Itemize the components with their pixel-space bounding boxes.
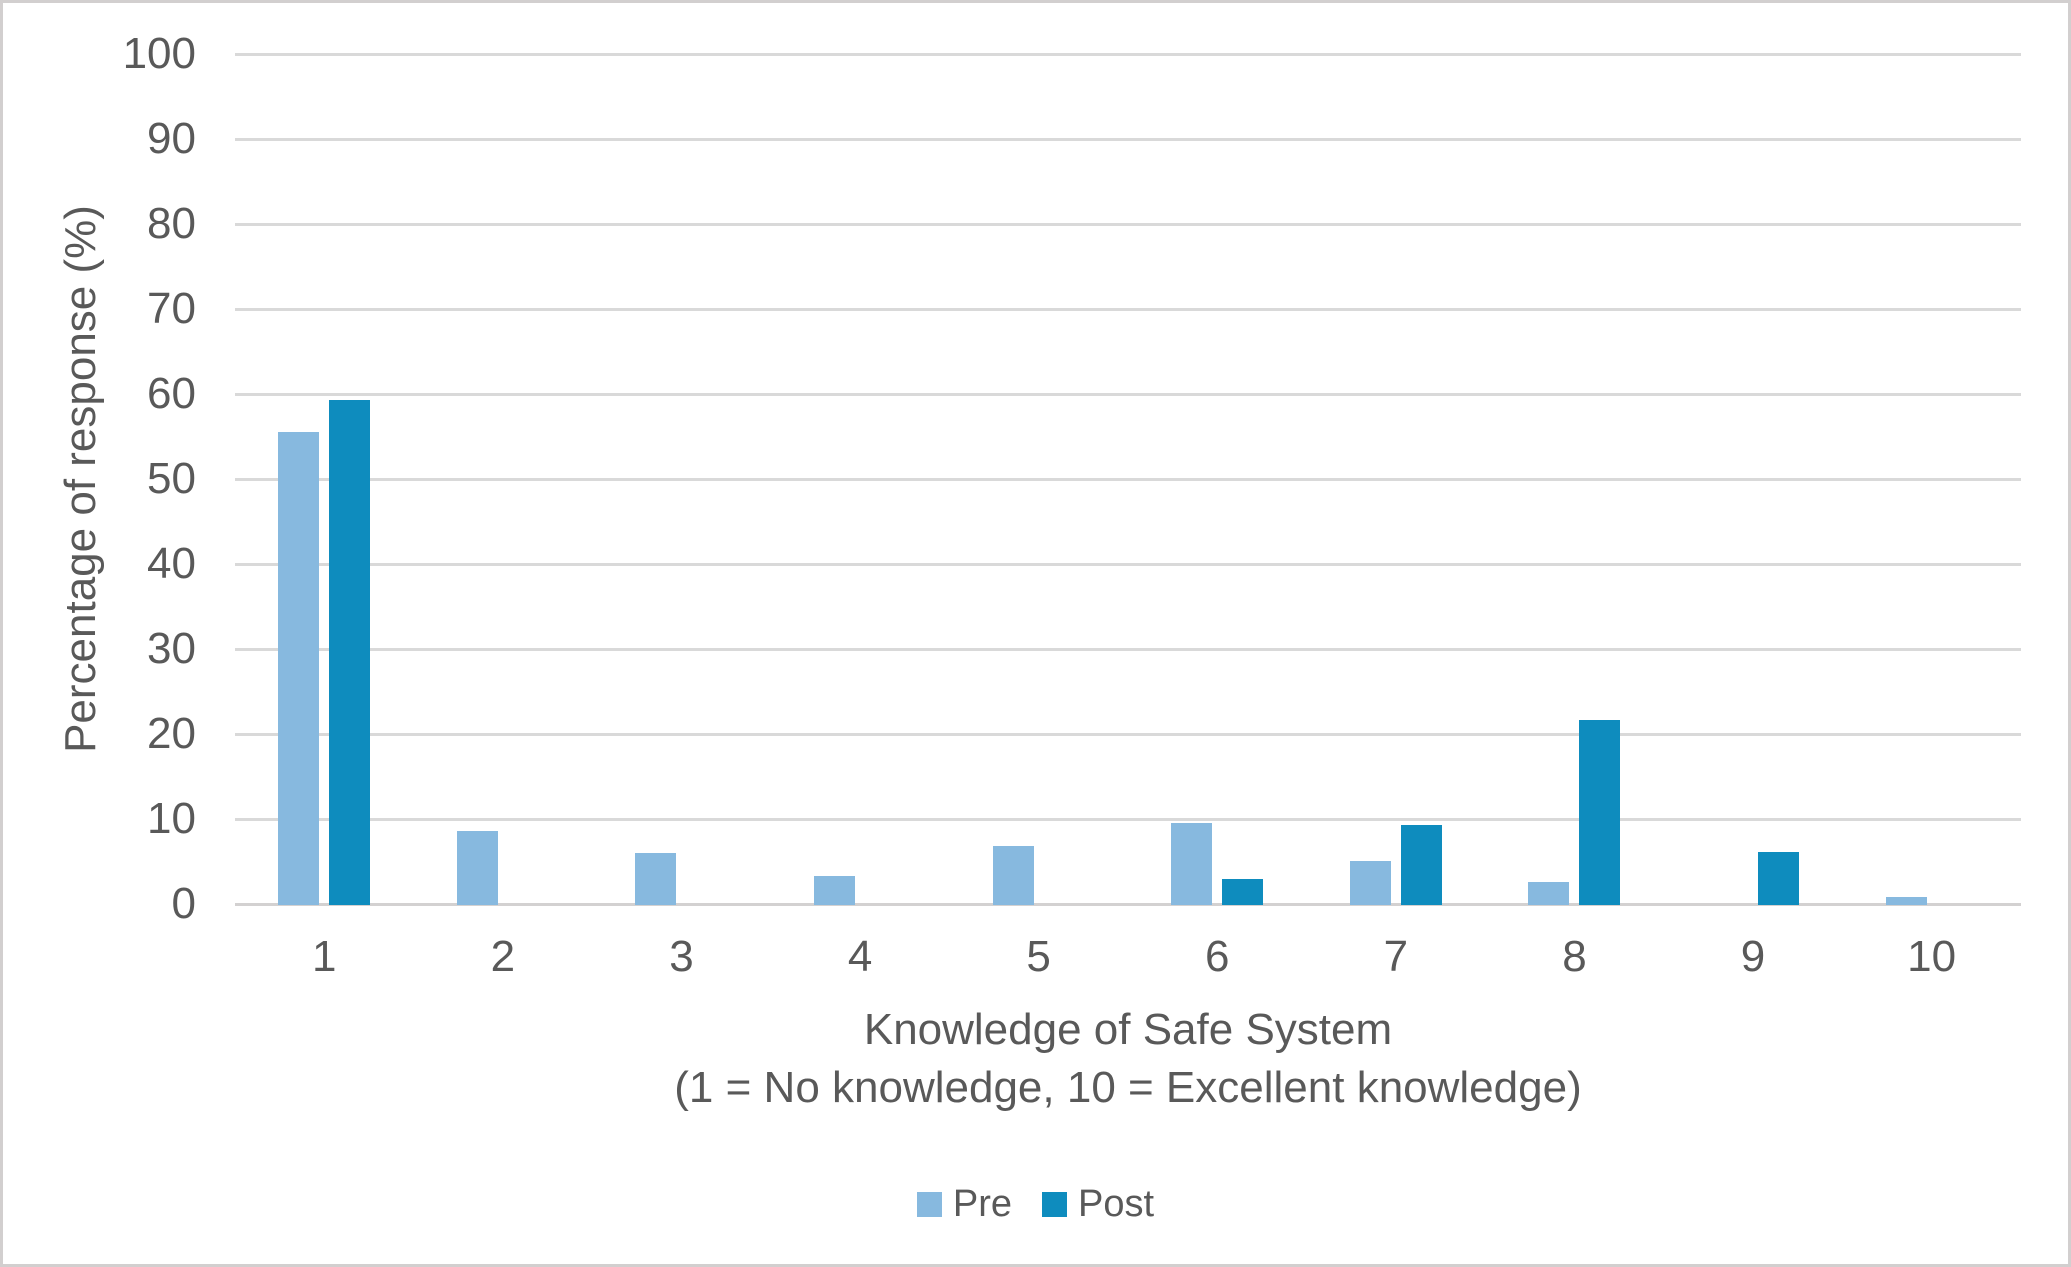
gridline-80 <box>235 222 2021 226</box>
x-axis-tick-labels: 1 2 3 4 5 6 7 8 9 10 <box>235 933 2021 981</box>
category-9 <box>1664 54 1843 905</box>
bar-post-8 <box>1579 719 1621 905</box>
x-tick-label-7: 7 <box>1383 932 1409 981</box>
gridline-10 <box>235 817 2021 821</box>
gridline-50 <box>235 477 2021 481</box>
x-tick-label-9: 9 <box>1740 932 1766 981</box>
bars-layer <box>235 54 2021 905</box>
legend-swatch-pre-icon <box>916 1192 942 1217</box>
y-tick-label-80: 80 <box>147 199 196 248</box>
bar-post-1 <box>329 400 371 905</box>
category-6 <box>1128 54 1307 905</box>
x-axis-title: Knowledge of Safe System (1 = No knowled… <box>235 1001 2021 1117</box>
legend-item-pre: Pre <box>916 1183 1013 1226</box>
category-7 <box>1307 54 1486 905</box>
bar-pre-8 <box>1528 882 1570 905</box>
x-tick-label-3: 3 <box>669 932 694 981</box>
y-tick-label-30: 30 <box>147 624 196 673</box>
x-tick-label-10: 10 <box>1907 932 1957 981</box>
y-tick-label-0: 0 <box>171 879 196 928</box>
y-tick-label-20: 20 <box>147 709 196 758</box>
legend-label-post: Post <box>1078 1183 1155 1225</box>
plot-area <box>235 52 2021 906</box>
bar-pre-6 <box>1171 823 1213 905</box>
bar-pre-2 <box>456 831 498 905</box>
y-tick-label-90: 90 <box>147 114 196 163</box>
category-3 <box>592 54 771 905</box>
gridline-90 <box>235 137 2021 141</box>
category-8 <box>1485 54 1664 905</box>
x-tick-label-6: 6 <box>1205 932 1230 981</box>
legend-item-post: Post <box>1042 1183 1154 1226</box>
category-5 <box>949 54 1128 905</box>
x-axis-title-line2: (1 = No knowledge, 10 = Excellent knowle… <box>674 1063 1582 1112</box>
y-tick-label-70: 70 <box>147 284 196 333</box>
category-10 <box>1842 54 2021 905</box>
x-tick-label-8: 8 <box>1562 932 1587 981</box>
legend-swatch-post-icon <box>1042 1192 1068 1217</box>
y-tick-label-40: 40 <box>147 539 196 588</box>
gridline-20 <box>235 732 2021 736</box>
bar-pre-3 <box>635 853 677 905</box>
bar-pre-5 <box>992 845 1034 905</box>
gridline-0 <box>235 902 2021 906</box>
x-tick-label-1: 1 <box>312 932 337 981</box>
gridline-60 <box>235 392 2021 396</box>
x-axis-title-line1: Knowledge of Safe System <box>863 1005 1393 1054</box>
y-tick-label-100: 100 <box>122 29 196 78</box>
y-tick-label-10: 10 <box>147 794 196 843</box>
gridline-30 <box>235 647 2021 651</box>
bar-pre-4 <box>814 876 856 905</box>
x-tick-label-4: 4 <box>847 932 873 981</box>
gridline-40 <box>235 562 2021 566</box>
category-1 <box>235 54 414 905</box>
bar-post-9 <box>1758 852 1800 905</box>
category-4 <box>771 54 950 905</box>
bar-pre-10 <box>1885 897 1927 905</box>
y-tick-label-60: 60 <box>147 369 196 418</box>
category-2 <box>414 54 593 905</box>
bar-pre-7 <box>1349 860 1391 905</box>
gridline-70 <box>235 307 2021 311</box>
gridline-100 <box>235 52 2021 56</box>
bar-pre-1 <box>278 431 320 905</box>
legend-label-pre: Pre <box>952 1183 1013 1225</box>
bar-post-6 <box>1222 878 1264 905</box>
y-tick-label-50: 50 <box>147 454 196 503</box>
x-tick-label-2: 2 <box>490 932 516 981</box>
legend: Pre Post <box>3 1183 2068 1226</box>
bar-post-7 <box>1400 825 1442 905</box>
x-tick-label-5: 5 <box>1026 932 1051 981</box>
